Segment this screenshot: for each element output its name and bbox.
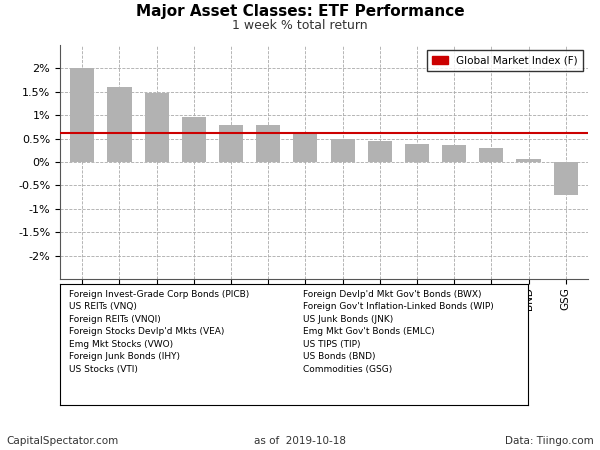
Bar <box>256 125 280 162</box>
Bar <box>219 125 243 162</box>
Bar <box>145 93 169 162</box>
Bar <box>442 145 466 162</box>
Bar <box>70 68 94 162</box>
Text: Major Asset Classes: ETF Performance: Major Asset Classes: ETF Performance <box>136 4 464 19</box>
Bar <box>182 117 206 162</box>
Bar <box>517 159 541 162</box>
Text: Foreign Invest-Grade Corp Bonds (PICB)
US REITs (VNQ)
Foreign REITs (VNQI)
Forei: Foreign Invest-Grade Corp Bonds (PICB) U… <box>70 290 250 374</box>
Bar <box>331 139 355 162</box>
Text: as of  2019-10-18: as of 2019-10-18 <box>254 436 346 446</box>
Text: Data: Tiingo.com: Data: Tiingo.com <box>505 436 594 446</box>
Bar <box>368 141 392 162</box>
Bar <box>479 148 503 162</box>
Bar <box>405 144 429 162</box>
Bar <box>554 162 578 195</box>
Text: Foreign Devlp'd Mkt Gov't Bonds (BWX)
Foreign Gov't Inflation-Linked Bonds (WIP): Foreign Devlp'd Mkt Gov't Bonds (BWX) Fo… <box>304 290 494 374</box>
Bar <box>293 134 317 162</box>
Legend: Global Market Index (F): Global Market Index (F) <box>427 50 583 71</box>
Text: 1 week % total return: 1 week % total return <box>232 19 368 32</box>
Bar <box>107 87 131 162</box>
Text: CapitalSpectator.com: CapitalSpectator.com <box>6 436 118 446</box>
